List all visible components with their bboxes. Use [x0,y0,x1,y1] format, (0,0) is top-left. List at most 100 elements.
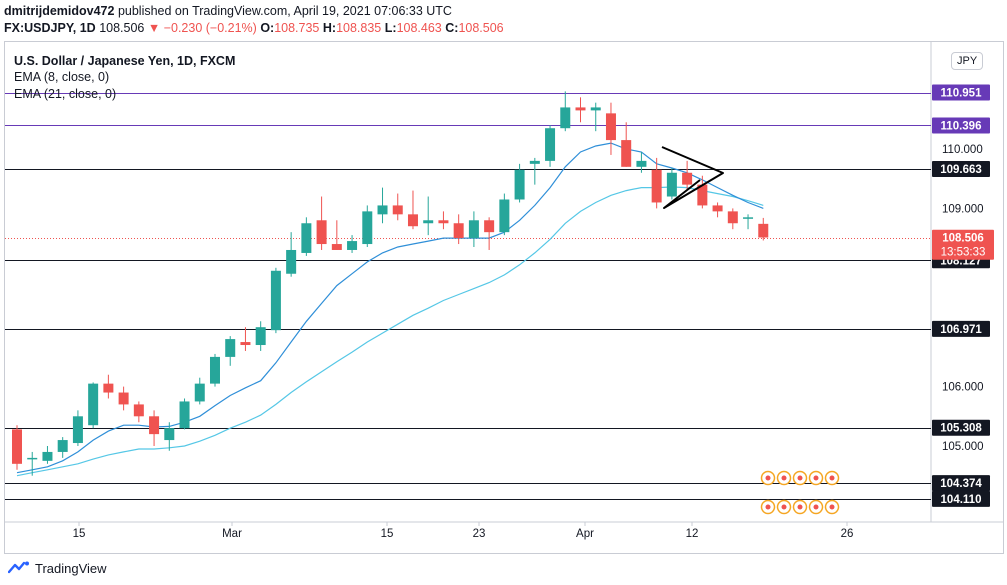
candle-body [149,416,160,435]
event-icon-dot [765,475,771,481]
candle-body [575,107,586,111]
candle-body [453,223,464,239]
x-tick-label: Apr [576,528,594,540]
low-value: 108.463 [396,21,442,35]
event-icon-dot [829,475,835,481]
candle-body [605,113,616,141]
level-label: 110.951 [941,88,983,100]
candle-body [514,169,525,200]
high-label: H: [322,21,337,35]
candle-body [27,457,38,460]
chart-frame [4,41,1004,554]
tradingview-logo-icon [8,561,29,574]
x-tick-label: 15 [381,528,394,540]
candle-body [362,211,373,245]
legend-ema21[interactable]: EMA (21, close, 0) [14,87,117,101]
level-label: 104.110 [941,494,982,506]
price-change: ▼ −0.230 (−0.21%) [147,21,257,35]
event-icon-dot [797,475,803,481]
y-tick-label: 105.000 [942,441,984,453]
candle-body [57,440,68,452]
close-value: 108.506 [458,21,504,35]
event-icon-dot [781,475,787,481]
last-price-label: 108.506 [942,233,984,245]
legend-ema8[interactable]: EMA (8, close, 0) [14,70,110,84]
candle-body [225,339,236,357]
candle-body [545,128,556,161]
level-label: 106.971 [940,324,982,336]
candle-body [286,249,297,274]
candle-body [651,169,662,203]
event-icon-dot [813,475,819,481]
candle-body [347,241,358,250]
candle-body [529,160,540,164]
last-price-label-bg [932,229,994,260]
close-label: C: [445,21,459,35]
triangle-drawing [661,146,724,209]
event-icon-dot [813,504,819,510]
candle-body [209,356,220,384]
x-tick-label: 15 [73,528,86,540]
candle-body [590,107,601,111]
currency-button[interactable]: JPY [951,52,984,70]
last-price: 108.506 [99,21,145,35]
candle-body [331,244,342,250]
x-tick-label: 12 [686,528,699,540]
tradingview-footer[interactable]: TradingView [8,559,107,577]
candle-body [377,205,388,215]
candle-body [133,404,144,417]
ema8-line [16,142,764,474]
publish-info-line: dmitrijdemidov472 published on TradingVi… [4,4,452,18]
x-tick-label: Mar [222,528,242,540]
candle-body [743,217,754,219]
level-label-bg [932,475,990,492]
candle-body [255,327,266,346]
candle-body [42,451,53,461]
author-name[interactable]: dmitrijdemidov472 [4,4,115,18]
candle-body [270,270,281,331]
candle-body [636,160,647,167]
tradingview-brand: TradingView [35,560,107,576]
candle-body [499,199,510,233]
candle-body [758,223,769,238]
candle-body [392,205,403,215]
level-label: 104.374 [940,478,982,490]
symbol-label: FX:USDJPY, 1D [4,21,96,35]
candle-body [682,172,693,185]
legend-title: U.S. Dollar / Japanese Yen, 1D, FXCM [14,54,236,68]
event-icon-dot [781,504,787,510]
low-label: L: [384,21,397,35]
level-label-bg [932,419,990,436]
level-label-bg [932,84,990,101]
published-text: published on TradingView.com, April 19, … [117,4,452,18]
event-icon-dot [829,504,835,510]
candle-body [621,140,632,167]
candle-body [164,428,175,441]
candle-body [697,184,708,206]
candle-body [240,342,251,346]
y-tick-label: 110.000 [942,144,983,156]
candle-body [72,416,83,444]
candle-body [666,172,677,197]
candle-body [468,220,479,239]
candle-body [194,383,205,402]
level-label-bg [932,117,990,134]
candle-body [88,383,99,426]
level-label: 110.396 [941,120,982,132]
candle-body [301,223,312,253]
level-label: 109.663 [940,164,982,176]
candle-body [12,429,22,464]
countdown-label: 13:53:33 [941,247,986,259]
ema21-line [16,186,764,477]
candle-body [727,211,738,224]
candle-body [438,220,449,224]
candle-body [103,383,114,393]
y-tick-label: 106.000 [942,382,984,394]
level-label-bg [932,320,990,337]
candle-body [712,205,723,212]
x-tick-label: 26 [841,528,854,540]
x-tick-label: 23 [473,528,486,540]
y-tick-label: 109.000 [942,203,984,215]
ohlc-info-line: FX:USDJPY, 1D 108.506 ▼ −0.230 (−0.21%) … [4,21,504,35]
